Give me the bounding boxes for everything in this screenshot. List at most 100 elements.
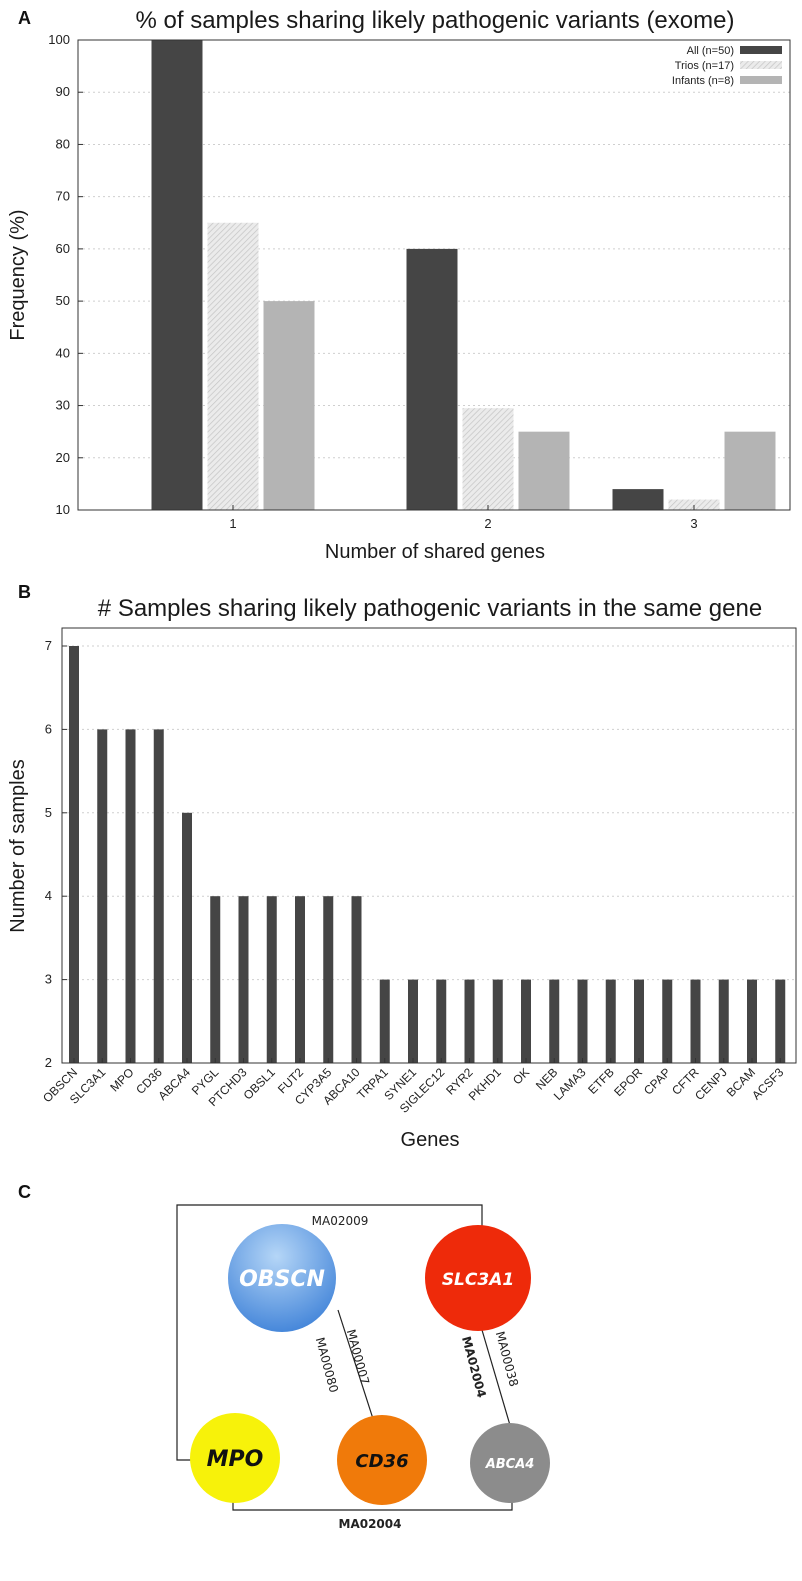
edge-slc3a1-abca4 bbox=[481, 1329, 513, 1433]
panel-c-label: C bbox=[18, 1182, 31, 1202]
a-bar-infants-2 bbox=[518, 431, 570, 510]
a-legend-swatch bbox=[740, 46, 782, 54]
node-mpo bbox=[190, 1413, 280, 1503]
b-bar-siglec12 bbox=[436, 979, 447, 1063]
b-x-tick-label: LAMA3 bbox=[551, 1065, 589, 1103]
a-bar-trios-2 bbox=[462, 408, 514, 510]
panel-a-title: % of samples sharing likely pathogenic v… bbox=[136, 7, 735, 34]
b-bar-pygl bbox=[210, 896, 221, 1063]
b-y-tick-label: 2 bbox=[45, 1055, 52, 1070]
b-y-tick-label: 3 bbox=[45, 972, 52, 987]
b-bar-trpa1 bbox=[379, 979, 390, 1063]
a-y-tick-label: 80 bbox=[56, 136, 70, 151]
panel-b-title: # Samples sharing likely pathogenic vari… bbox=[98, 595, 762, 622]
a-x-tick-label: 3 bbox=[690, 516, 697, 531]
panel-a-y-axis-title: Frequency (%) bbox=[7, 209, 29, 340]
node-mpo-label: MPO bbox=[207, 1447, 264, 1472]
b-bar-epor bbox=[634, 979, 644, 1063]
a-legend-label: Trios (n=17) bbox=[675, 60, 734, 72]
b-bar-cyp3a5 bbox=[323, 896, 334, 1063]
panel-b-gridlines bbox=[62, 645, 796, 981]
panel-a-chart: A % of samples sharing likely pathogenic… bbox=[7, 7, 791, 563]
node-cd36 bbox=[337, 1415, 427, 1505]
panel-c-network: C MA02009 MA00080 MA00007 MA02004 MA0003… bbox=[18, 1182, 550, 1531]
panel-b-x-axis-title: Genes bbox=[401, 1129, 460, 1151]
a-x-tick-label: 1 bbox=[229, 516, 236, 531]
a-bar-trios-1 bbox=[207, 222, 259, 510]
a-y-tick-label: 90 bbox=[56, 84, 70, 99]
b-x-tick-label: ETFB bbox=[585, 1065, 617, 1097]
b-bar-mpo bbox=[125, 729, 136, 1063]
a-legend-label: All (n=50) bbox=[687, 45, 734, 57]
edge-label-ma00080: MA00080 bbox=[313, 1336, 341, 1394]
panel-a-bars bbox=[151, 40, 776, 510]
b-bar-fut2 bbox=[295, 896, 305, 1063]
edge-label-ma02009: MA02009 bbox=[312, 1214, 369, 1228]
panel-b-y-ticks: 2 3 4 5 6 7 bbox=[45, 638, 67, 1070]
node-abca4-label: ABCA4 bbox=[485, 1457, 535, 1472]
node-slc3a1 bbox=[425, 1225, 531, 1331]
a-y-tick-label: 60 bbox=[56, 241, 70, 256]
panel-b-label: B bbox=[18, 582, 31, 602]
b-x-tick-label: ACSF3 bbox=[749, 1065, 786, 1102]
panel-b-bars bbox=[69, 646, 786, 1063]
a-x-tick-label: 2 bbox=[484, 516, 491, 531]
a-bar-all-2 bbox=[406, 248, 458, 510]
b-x-tick-label: CPAP bbox=[641, 1065, 673, 1097]
panel-b-plot-frame bbox=[61, 627, 797, 1064]
b-y-tick-label: 5 bbox=[45, 805, 52, 820]
a-bar-all-1 bbox=[151, 40, 203, 510]
b-bar-lama3 bbox=[577, 979, 588, 1063]
panel-a-label: A bbox=[18, 8, 31, 28]
panel-b-chart: B # Samples sharing likely pathogenic va… bbox=[7, 582, 797, 1151]
node-cd36-label: CD36 bbox=[355, 1451, 408, 1472]
b-x-tick-label: OK bbox=[510, 1065, 532, 1087]
edge-label-ma02004-bottom: MA02004 bbox=[339, 1517, 402, 1531]
b-x-tick-label: PKHD1 bbox=[466, 1065, 504, 1103]
panel-b-y-axis-title: Number of samples bbox=[7, 759, 29, 932]
b-bar-cpap bbox=[662, 979, 673, 1063]
b-x-tick-label: OBSL1 bbox=[241, 1065, 278, 1102]
panel-a-y-ticks: 10 20 30 40 50 60 70 80 90 100 bbox=[48, 32, 83, 517]
panel-a-plot-frame bbox=[77, 39, 791, 511]
node-obscn bbox=[228, 1224, 336, 1332]
b-bar-abca10 bbox=[351, 896, 362, 1063]
b-bar-neb bbox=[549, 979, 560, 1063]
b-bar-ryr2 bbox=[464, 979, 475, 1063]
b-bar-obsl1 bbox=[266, 896, 277, 1063]
b-x-tick-label: EPOR bbox=[611, 1065, 645, 1099]
panel-a-legend: All (n=50) Trios (n=17) Infants (n=8) bbox=[672, 45, 782, 87]
b-x-tick-label: CENPJ bbox=[692, 1065, 730, 1103]
b-y-tick-label: 6 bbox=[45, 721, 52, 736]
a-bar-infants-1 bbox=[263, 301, 315, 510]
a-legend-label: Infants (n=8) bbox=[672, 75, 734, 87]
node-slc3a1-label: SLC3A1 bbox=[442, 1270, 514, 1290]
b-bar-cd36 bbox=[153, 729, 164, 1063]
a-y-tick-label: 30 bbox=[56, 398, 70, 413]
edge-label-ma00007: MA00007 bbox=[344, 1328, 372, 1386]
b-bar-slc3a1 bbox=[97, 729, 108, 1063]
b-bar-pkhd1 bbox=[492, 979, 503, 1063]
a-y-tick-label: 10 bbox=[56, 502, 70, 517]
b-bar-cenpj bbox=[718, 979, 729, 1063]
a-y-tick-label: 50 bbox=[56, 293, 70, 308]
node-abca4 bbox=[470, 1423, 550, 1503]
edge-label-ma02004-slc3a1-abca4: MA02004 bbox=[459, 1335, 489, 1399]
b-y-tick-label: 7 bbox=[45, 638, 52, 653]
b-x-tick-label: ABCA4 bbox=[155, 1065, 193, 1103]
b-bar-acsf3 bbox=[775, 979, 786, 1063]
a-legend-swatch bbox=[740, 76, 782, 84]
b-bar-etfb bbox=[605, 979, 616, 1063]
a-y-tick-label: 20 bbox=[56, 450, 70, 465]
b-bar-ok bbox=[521, 979, 531, 1063]
b-bar-obscn bbox=[69, 646, 79, 1063]
a-y-tick-label: 100 bbox=[48, 32, 70, 47]
a-legend-swatch bbox=[740, 61, 782, 69]
b-bar-abca4 bbox=[182, 812, 192, 1063]
panel-a-x-ticks: 1 2 3 bbox=[229, 505, 698, 531]
a-y-tick-label: 40 bbox=[56, 345, 70, 360]
b-y-tick-label: 4 bbox=[45, 888, 52, 903]
b-x-tick-label: MPO bbox=[107, 1065, 136, 1094]
